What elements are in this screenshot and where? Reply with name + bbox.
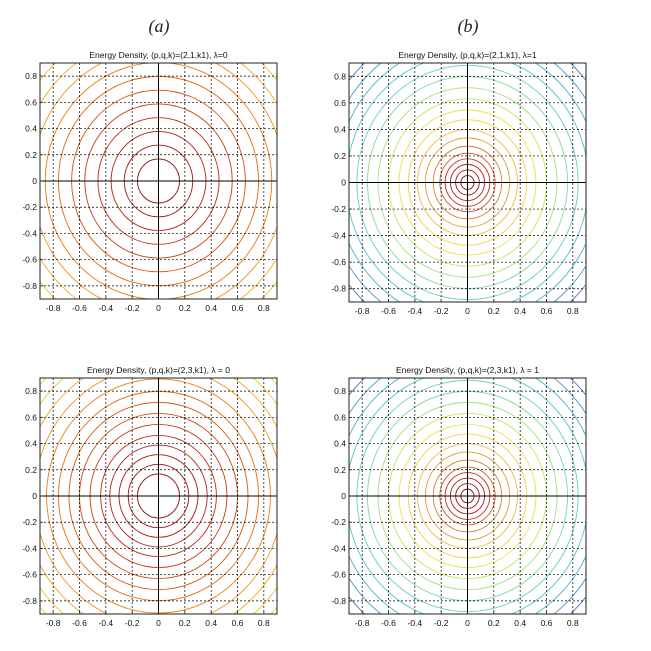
x-tick-label: -0.4 [99, 618, 114, 628]
chart-title: Energy Density, (p,q,k)=(2,1,k1), λ=0 [89, 50, 228, 60]
x-tick-label: 0 [156, 303, 161, 313]
y-tick-label: -0.8 [22, 596, 37, 606]
chart-1: Energy Density, (p,q,k)=(2,1,k1), λ=0 -0.… [22, 50, 278, 313]
y-tick-label: 0.6 [25, 97, 37, 107]
y-tick-label: 0.6 [334, 412, 346, 422]
panel-label-a: (a) [149, 16, 170, 37]
y-tick-label: -0.4 [22, 228, 37, 238]
chart-3: Energy Density, (p,q,k)=(2,3,k1), λ = 0 -… [22, 365, 278, 628]
x-tick-label: 0.6 [232, 303, 244, 313]
y-tick-label: 0.2 [25, 465, 37, 475]
x-tick-label: 0.2 [488, 618, 500, 628]
y-tick-label: -0.2 [22, 202, 37, 212]
x-tick-label: -0.8 [46, 303, 61, 313]
y-tick-label: 0.2 [25, 150, 37, 160]
y-tick-label: 0.8 [25, 386, 37, 396]
y-tick-label: 0 [32, 176, 37, 186]
y-tick-label: -0.6 [331, 257, 346, 267]
x-tick-label: 0 [465, 618, 470, 628]
chart-4: Energy Density, (p,q,k)=(2,3,k1), λ = 1 -… [331, 365, 587, 628]
y-tick-label: 0.4 [25, 124, 37, 134]
x-tick-label: 0.2 [179, 618, 191, 628]
y-tick-label: 0.6 [334, 98, 346, 108]
x-tick-label: 0.8 [258, 303, 270, 313]
x-tick-label: 0.4 [514, 306, 526, 316]
x-tick-label: 0.8 [258, 618, 270, 628]
y-tick-label: -0.4 [22, 543, 37, 553]
y-tick-label: 0.8 [334, 386, 346, 396]
x-tick-label: -0.8 [355, 306, 370, 316]
chart-title: Energy Density, (p,q,k)=(2,3,k1), λ = 0 [87, 365, 230, 375]
x-tick-label: 0.6 [541, 618, 553, 628]
y-tick-label: 0.4 [334, 439, 346, 449]
x-tick-label: 0.2 [488, 306, 500, 316]
y-tick-label: -0.2 [22, 517, 37, 527]
x-tick-label: 0.6 [541, 306, 553, 316]
y-tick-label: -0.2 [331, 204, 346, 214]
x-tick-label: 0.6 [232, 618, 244, 628]
x-tick-label: -0.8 [46, 618, 61, 628]
x-tick-label: -0.2 [434, 306, 449, 316]
x-tick-label: -0.2 [125, 618, 140, 628]
x-tick-label: -0.4 [408, 618, 423, 628]
y-tick-label: 0 [32, 491, 37, 501]
y-tick-label: -0.8 [331, 596, 346, 606]
y-tick-label: 0 [341, 491, 346, 501]
x-tick-label: -0.4 [99, 303, 114, 313]
panel-label-b: (b) [458, 16, 479, 37]
chart-2: Energy Density, (p,q,k)=(2,1,k1), λ=1 -0.… [331, 50, 587, 316]
y-tick-label: 0.8 [334, 71, 346, 81]
y-tick-label: 0.4 [25, 439, 37, 449]
x-tick-label: 0 [465, 306, 470, 316]
y-tick-label: -0.6 [22, 570, 37, 580]
x-tick-label: 0.2 [179, 303, 191, 313]
y-tick-label: -0.6 [331, 570, 346, 580]
y-tick-label: 0.2 [334, 465, 346, 475]
y-tick-label: -0.6 [22, 255, 37, 265]
y-tick-label: -0.2 [331, 517, 346, 527]
chart-title: Energy Density, (p,q,k)=(2,1,k1), λ=1 [398, 50, 537, 60]
x-tick-label: -0.2 [434, 618, 449, 628]
x-tick-label: -0.6 [381, 306, 396, 316]
y-tick-label: 0 [341, 178, 346, 188]
x-tick-label: -0.4 [408, 306, 423, 316]
x-tick-label: -0.8 [355, 618, 370, 628]
x-tick-label: -0.2 [125, 303, 140, 313]
chart-title: Energy Density, (p,q,k)=(2,3,k1), λ = 1 [396, 365, 539, 375]
y-tick-label: -0.4 [331, 543, 346, 553]
x-tick-label: 0.4 [205, 618, 217, 628]
x-tick-label: 0.4 [205, 303, 217, 313]
x-tick-label: -0.6 [72, 303, 87, 313]
x-tick-label: -0.6 [381, 618, 396, 628]
y-tick-label: -0.8 [331, 284, 346, 294]
x-tick-label: 0.8 [567, 618, 579, 628]
y-tick-label: 0.8 [25, 71, 37, 81]
y-tick-label: 0.4 [334, 124, 346, 134]
x-tick-label: 0.4 [514, 618, 526, 628]
y-tick-label: -0.8 [22, 281, 37, 291]
y-tick-label: 0.6 [25, 412, 37, 422]
y-tick-label: -0.4 [331, 231, 346, 241]
x-tick-label: -0.6 [72, 618, 87, 628]
y-tick-label: 0.2 [334, 151, 346, 161]
x-tick-label: 0 [156, 618, 161, 628]
x-tick-label: 0.8 [567, 306, 579, 316]
